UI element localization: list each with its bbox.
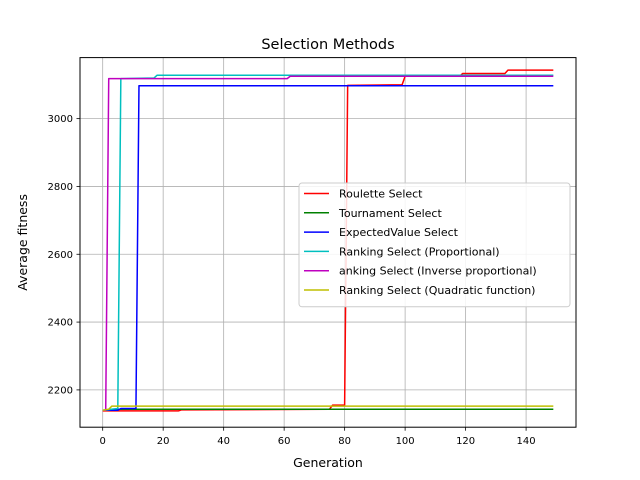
x-tick-label: 120 bbox=[456, 436, 475, 447]
y-tick-label: 3000 bbox=[48, 114, 73, 125]
series-line bbox=[102, 405, 554, 411]
y-tick-label: 2800 bbox=[48, 182, 73, 193]
axis-ticks: 0 20 40 60 80 100 120 140 2200 2400 2600 2800 3000 bbox=[48, 114, 536, 447]
y-tick-label: 2200 bbox=[48, 386, 73, 397]
y-tick-label: 2400 bbox=[48, 318, 73, 329]
x-tick-label: 20 bbox=[157, 436, 170, 447]
plot-frame bbox=[79, 57, 577, 428]
y-tick-label: 2600 bbox=[48, 250, 73, 261]
chart-title: Selection Methods bbox=[261, 37, 394, 53]
legend-label: Tournament Select bbox=[338, 207, 442, 220]
legend-box bbox=[298, 182, 571, 308]
x-tick-label: 60 bbox=[278, 436, 291, 447]
x-tick-label: 40 bbox=[217, 436, 230, 447]
x-tick-label: 100 bbox=[396, 436, 415, 447]
y-axis-label: Average fitness bbox=[15, 194, 30, 291]
legend-label: Ranking Select (Proportional) bbox=[339, 245, 500, 258]
legend: Roulette Select Tournament Select Expected… bbox=[298, 182, 571, 308]
legend-label: ExpectedValue Select bbox=[339, 226, 459, 239]
x-tick-label: 140 bbox=[517, 436, 536, 447]
x-axis-label: Generation bbox=[293, 455, 363, 470]
series-line bbox=[102, 84, 554, 411]
legend-label: anking Select (Inverse proportional) bbox=[339, 265, 537, 278]
x-tick-label: 0 bbox=[99, 436, 105, 447]
legend-label: Ranking Select (Quadratic function) bbox=[339, 284, 535, 297]
x-tick-label: 80 bbox=[338, 436, 351, 447]
legend-label: Roulette Select bbox=[339, 188, 423, 201]
plot-lines bbox=[102, 69, 554, 412]
